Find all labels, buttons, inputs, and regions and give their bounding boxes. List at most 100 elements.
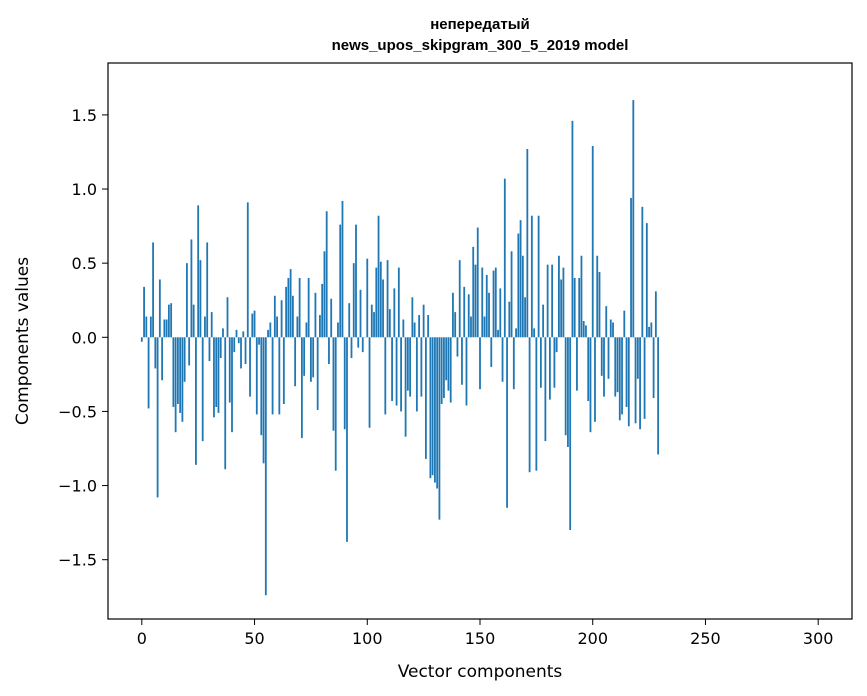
bar-206 [605,306,608,338]
bar-68 [294,337,297,387]
bar-125 [422,304,425,338]
bar-160 [501,337,504,382]
bar-72 [303,337,306,376]
bar-100 [366,258,369,338]
bar-219 [634,337,637,424]
bar-153 [485,275,488,338]
bar-174 [533,328,536,338]
bar-29 [206,242,209,338]
bar-180 [546,264,549,338]
bar-88 [339,224,342,338]
bar-225 [648,326,650,338]
bar-73 [305,322,308,338]
y-tick-label: −1.5 [58,551,97,570]
bar-183 [553,337,556,388]
bar-217 [630,197,632,338]
bar-82 [325,211,328,338]
bar-34 [217,337,220,413]
bar-223 [643,337,646,419]
y-axis-ticks: −1.5 −1.0 −0.5 0.0 0.5 1.0 1.5 [58,106,108,570]
bar-40 [231,337,233,433]
bar-159 [499,288,502,338]
bar-30 [208,337,211,362]
bar-97 [359,289,362,338]
bar-132 [438,337,441,520]
bar-61 [278,337,281,415]
bar-104 [375,267,378,338]
bar-222 [641,206,644,338]
bar-148 [474,264,477,338]
bar-227 [652,337,655,399]
bar-54 [262,337,265,464]
bar-195 [580,255,583,338]
bar-166 [515,328,517,338]
bar-58 [271,337,274,415]
bar-162 [506,337,508,508]
bar-49 [251,313,254,338]
bar-44 [240,337,242,369]
bar-191 [571,120,574,338]
bar-133 [440,337,443,405]
bar-83 [328,337,330,364]
bar-81 [323,251,326,338]
bar-198 [587,337,590,402]
bar-94 [352,263,355,338]
bar-131 [436,337,439,489]
bar-187 [562,267,565,338]
bar-150 [479,337,481,390]
bar-66 [289,269,292,338]
bar-208 [609,319,612,338]
bar-165 [512,337,515,390]
y-tick-label: 1.0 [72,180,97,199]
bar-117 [404,337,407,437]
bar-92 [348,303,351,338]
bar-199 [589,337,592,433]
bar-47 [246,202,249,338]
bar-95 [355,224,357,338]
bar-20 [186,263,188,338]
bar-226 [650,322,653,338]
bar-189 [567,337,569,448]
bar-11 [165,319,168,338]
bar-56 [267,329,269,338]
bar-144 [465,337,468,406]
bar-149 [476,227,479,338]
bar-204 [600,337,603,376]
bar-179 [544,337,547,442]
bar-103 [373,312,375,338]
bar-200 [591,146,594,338]
bar-122 [415,337,418,412]
bar-101 [368,337,371,428]
bar-156 [492,270,495,338]
bar-27 [201,337,204,442]
bar-154 [488,292,490,338]
chart-title-line-1: непередатый [430,16,530,33]
bar-115 [400,337,402,412]
bar-59 [273,295,276,338]
bar-151 [481,267,484,338]
bar-194 [578,277,581,338]
bar-28 [204,316,206,338]
bar-143 [463,286,466,338]
y-tick-label: 1.5 [72,106,97,125]
bar-182 [551,264,554,338]
x-axis-ticks: 0 50 100 150 200 250 300 [137,619,833,648]
y-tick-label: 0.0 [72,328,97,347]
bar-46 [244,337,247,364]
bar-22 [190,239,193,338]
bar-64 [285,286,288,338]
bar-118 [406,337,409,391]
bar-77 [314,292,317,338]
bar-190 [569,337,572,531]
bar-205 [603,337,605,397]
bar-139 [454,312,457,338]
x-tick-label: 0 [137,629,147,648]
bar-163 [508,301,511,338]
bar-16 [176,337,179,405]
bar-146 [470,316,472,338]
bar-65 [287,277,290,338]
bar-142 [461,337,463,385]
bar-124 [420,337,423,397]
x-tick-label: 100 [352,629,383,648]
bar-31 [210,312,213,338]
